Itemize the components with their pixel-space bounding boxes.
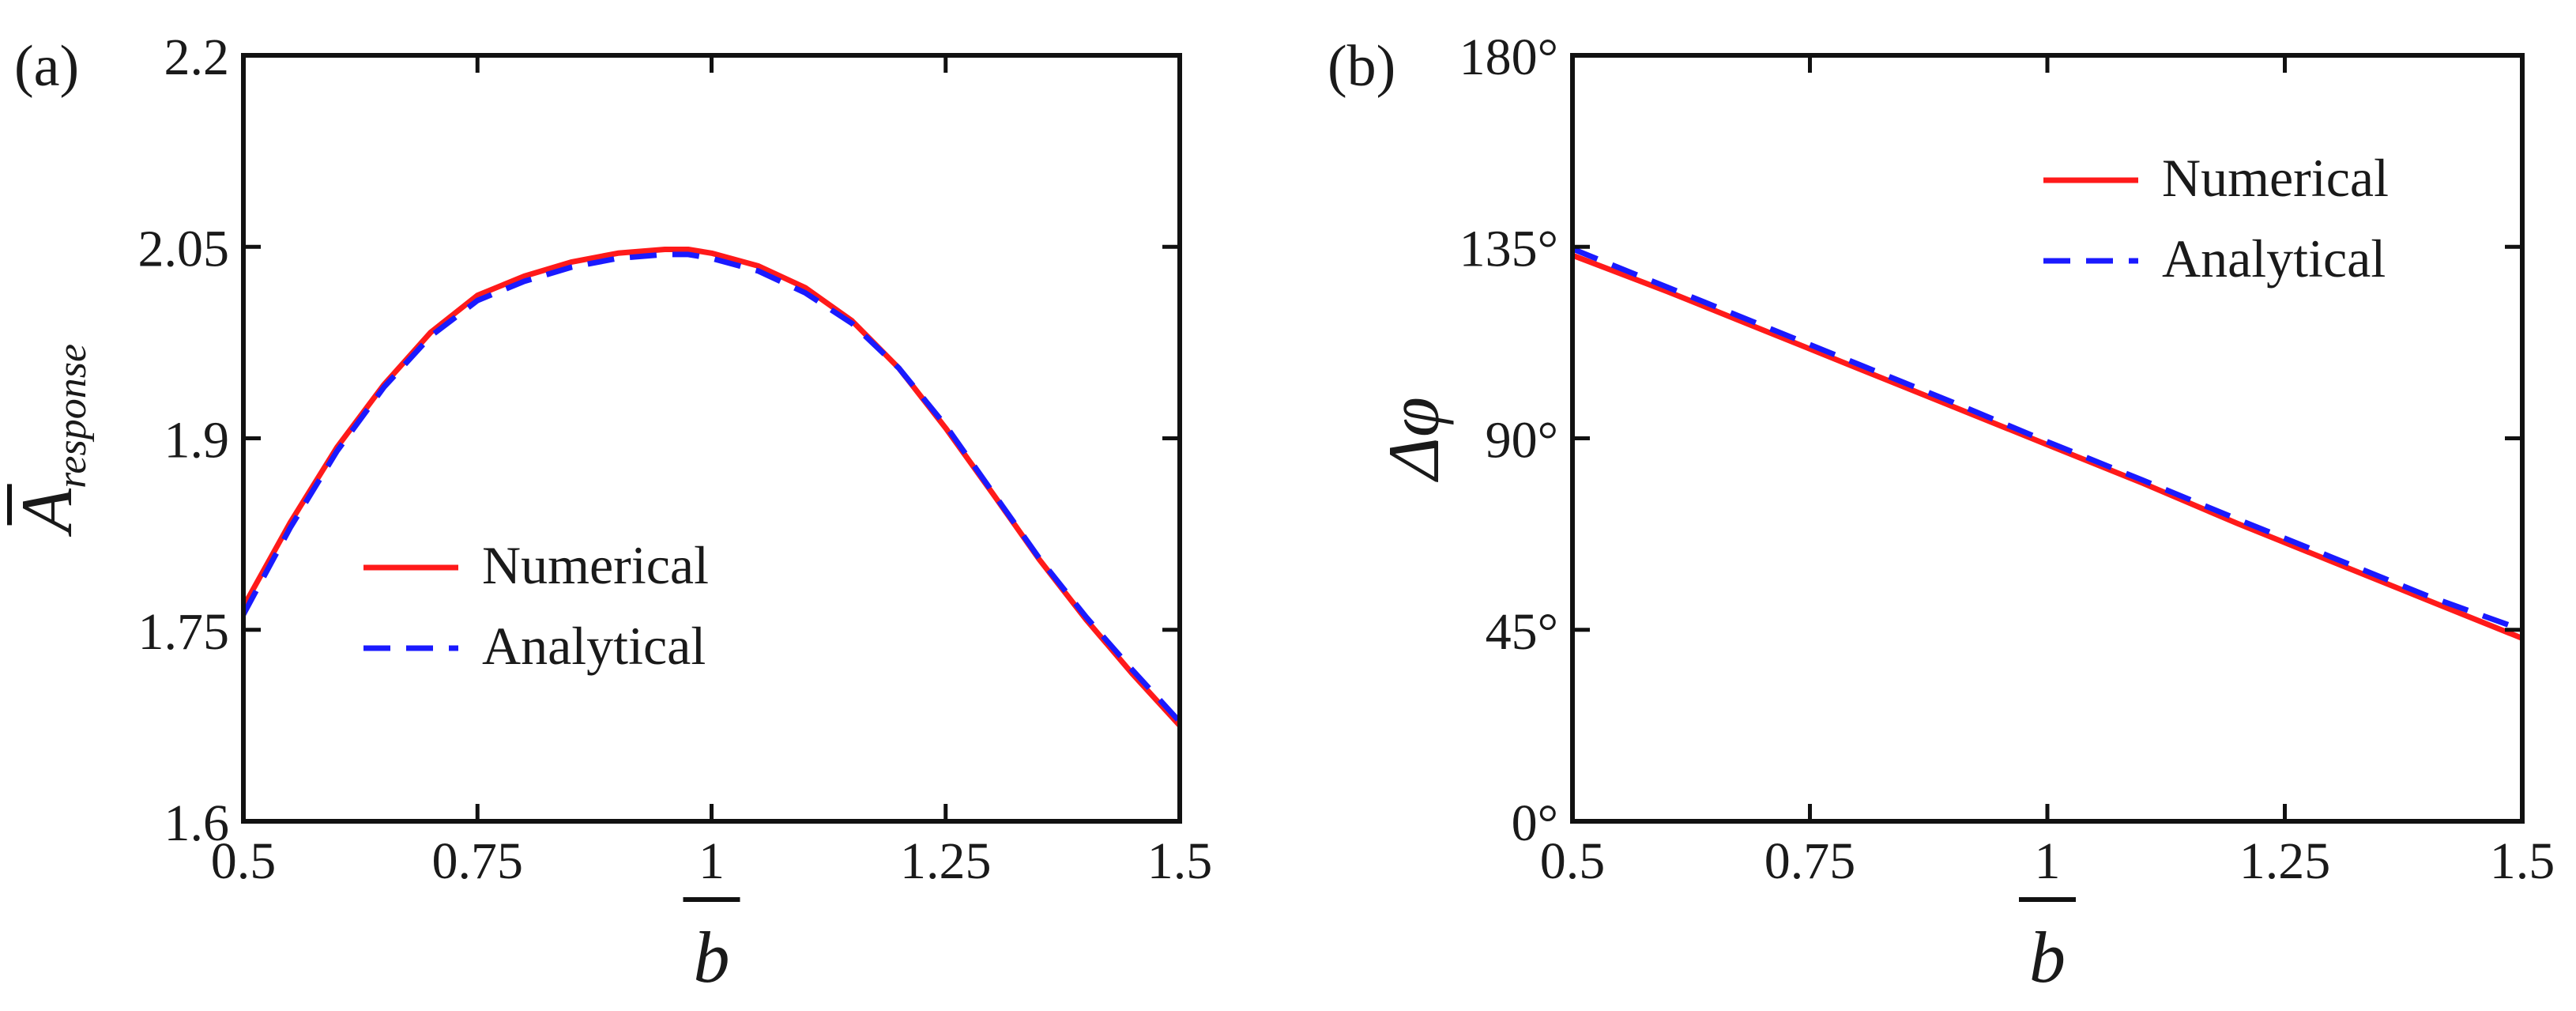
legend-label-numerical: Numerical [2162, 148, 2389, 208]
legend-label-analytical: Analytical [2162, 228, 2386, 289]
series-group [1572, 246, 2522, 641]
y-tick-label: 135° [1459, 220, 1558, 277]
panel-label: (b) [1328, 34, 1395, 99]
legend-label-analytical: Analytical [482, 616, 706, 676]
y-axis-title: Aresponse [6, 344, 95, 538]
series-line-analytical [1572, 246, 2522, 633]
x-tick-label: 1.25 [2239, 832, 2331, 890]
x-tick-label: 1.5 [2490, 832, 2555, 890]
plot-frame [241, 53, 1182, 824]
y-tick-label: 2.2 [164, 28, 230, 86]
series-line-analytical [243, 251, 1180, 724]
x-tick-label: 0.75 [432, 832, 524, 890]
x-tick-label: 1 [699, 832, 725, 890]
y-tick-label: 1.75 [138, 603, 230, 661]
series-line-numerical [1572, 252, 2522, 641]
x-axis-title: b [694, 917, 730, 998]
y-tick-label: 1.9 [164, 412, 230, 470]
y-tick-label: 90° [1486, 412, 1558, 470]
panel-b-chart: 0.5 0.75 1 1.25 1.5 0° 45° 90° 135° 180° (b) b Δφ Num… [1328, 28, 2555, 998]
x-tick-label: 1.5 [1147, 832, 1213, 890]
panel-a-chart: 0.5 0.75 1 1.25 1.5 1.6 1.75 1.9 2.05 2.2 (a) b Ares… [6, 28, 1212, 998]
x-tick-label: 0.75 [1764, 832, 1856, 890]
y-tick-label: 2.05 [138, 220, 230, 277]
panel-label: (a) [14, 34, 79, 99]
x-axis-title: b [2029, 917, 2066, 998]
x-tick-label: 1 [2035, 832, 2061, 890]
y-tick-label: 0° [1512, 794, 1558, 852]
y-tick-label: 180° [1459, 28, 1558, 86]
x-tick-label: 1.25 [900, 832, 992, 890]
legend-label-numerical: Numerical [482, 535, 709, 595]
y-axis-title-main: A [6, 488, 87, 538]
series-line-numerical [243, 247, 1180, 728]
y-tick-label: 1.6 [164, 794, 230, 852]
y-axis-title: Δφ [1373, 397, 1454, 483]
x-tick-label: 0.5 [211, 832, 277, 890]
y-tick-label: 45° [1486, 603, 1558, 661]
y-axis-title-sub: response [50, 344, 95, 489]
series-group [243, 247, 1180, 728]
x-tick-label: 0.5 [1540, 832, 1606, 890]
